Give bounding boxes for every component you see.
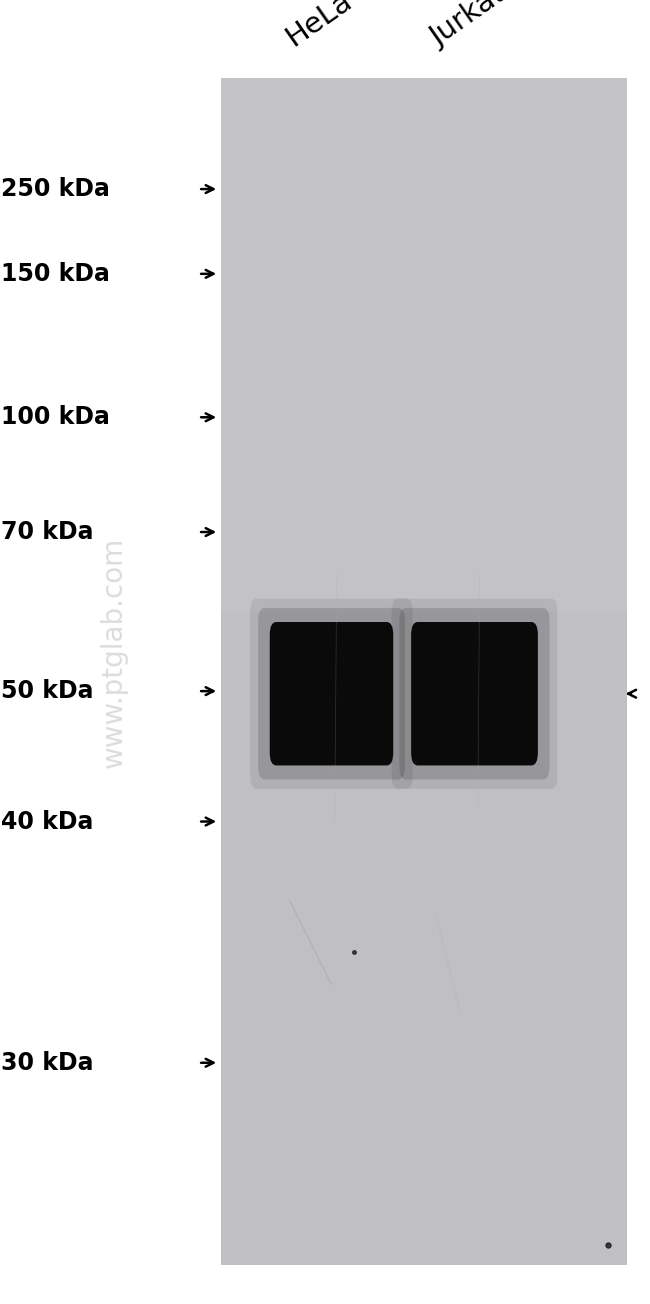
Text: HeLa: HeLa <box>280 0 357 52</box>
FancyBboxPatch shape <box>270 622 393 765</box>
Text: 70 kDa: 70 kDa <box>1 520 94 544</box>
FancyBboxPatch shape <box>258 608 405 780</box>
Text: 40 kDa: 40 kDa <box>1 810 94 833</box>
Text: 50 kDa: 50 kDa <box>1 679 94 703</box>
FancyBboxPatch shape <box>399 608 549 780</box>
FancyBboxPatch shape <box>411 622 538 765</box>
Text: Jurkat: Jurkat <box>425 0 511 52</box>
Bar <box>221 78 627 1265</box>
Text: 30 kDa: 30 kDa <box>1 1051 94 1074</box>
Text: 100 kDa: 100 kDa <box>1 406 110 429</box>
Text: 150 kDa: 150 kDa <box>1 262 110 286</box>
Text: 250 kDa: 250 kDa <box>1 177 110 201</box>
FancyBboxPatch shape <box>250 599 413 789</box>
Text: www.ptglab.com: www.ptglab.com <box>99 536 128 768</box>
FancyBboxPatch shape <box>391 599 558 789</box>
Bar <box>221 78 627 613</box>
